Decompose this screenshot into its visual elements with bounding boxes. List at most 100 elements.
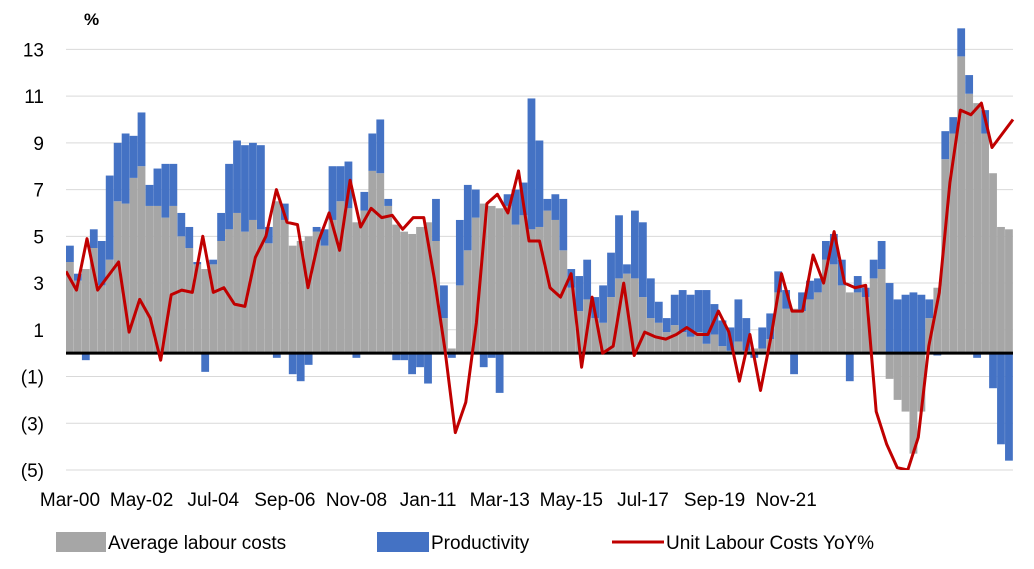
bar-productivity [853, 276, 862, 293]
bar-average-labour-costs [941, 159, 950, 354]
bar-average-labour-costs [758, 348, 767, 354]
bar-average-labour-costs [997, 226, 1005, 354]
y-tick-label: 11 [24, 87, 44, 108]
bar-productivity [288, 353, 297, 375]
bar-productivity [957, 28, 966, 57]
bar-productivity [893, 299, 902, 354]
bar-productivity [320, 229, 329, 246]
bar-productivity [185, 226, 194, 248]
bar-average-labour-costs [535, 226, 544, 354]
bar-productivity [424, 353, 432, 384]
bar-average-labour-costs [113, 201, 122, 354]
bar-productivity [694, 290, 703, 333]
bar-productivity [909, 292, 918, 354]
bar-average-labour-costs [710, 334, 719, 354]
bar-average-labour-costs [66, 262, 74, 354]
bar-productivity [973, 353, 982, 358]
bar-productivity [742, 318, 751, 351]
bar-average-labour-costs [631, 278, 639, 354]
bar-series [66, 28, 1013, 461]
bar-productivity [495, 353, 504, 393]
bar-average-labour-costs [352, 222, 361, 354]
bar-productivity [869, 259, 878, 279]
bar-productivity [392, 353, 401, 361]
legend: Average labour costs Productivity Unit L… [56, 532, 874, 554]
bar-productivity [766, 313, 775, 340]
bar-productivity [225, 163, 233, 230]
bar-productivity [153, 168, 162, 206]
bar-productivity [782, 290, 791, 309]
bar-average-labour-costs [774, 292, 783, 354]
bar-productivity [917, 294, 926, 354]
bar-average-labour-costs [105, 259, 114, 354]
bar-average-labour-costs [344, 208, 353, 354]
bar-productivity [145, 184, 154, 206]
bar-productivity [209, 259, 218, 265]
bar-average-labour-costs [81, 269, 90, 354]
legend-swatch-average-labour-costs [56, 532, 106, 552]
bar-productivity [440, 285, 448, 319]
bar-average-labour-costs [853, 292, 862, 354]
bar-productivity [121, 133, 130, 204]
bar-productivity [551, 194, 560, 220]
bar-productivity [901, 294, 910, 354]
bar-productivity [384, 198, 393, 206]
bar-productivity [368, 133, 377, 171]
bar-average-labour-costs [360, 210, 369, 354]
bar-average-labour-costs [845, 292, 854, 354]
bar-average-labour-costs [503, 205, 512, 354]
y-tick-label: (5) [21, 461, 44, 482]
bar-average-labour-costs [981, 133, 989, 354]
bar-productivity [479, 353, 488, 368]
bar-productivity [686, 294, 695, 337]
bar-average-labour-costs [463, 250, 472, 354]
bar-productivity [511, 189, 520, 225]
bar-average-labour-costs [790, 308, 798, 354]
bar-productivity [360, 191, 369, 211]
bar-average-labour-costs [129, 177, 138, 354]
bar-productivity [447, 353, 456, 358]
bar-productivity [654, 301, 663, 323]
bar-productivity [965, 75, 974, 94]
bar-productivity [113, 142, 122, 202]
bar-productivity [822, 240, 830, 260]
bar-productivity [997, 353, 1005, 445]
bar-average-labour-costs [893, 353, 902, 400]
bar-productivity [877, 240, 886, 270]
bar-average-labour-costs [161, 217, 170, 354]
legend-label-unit-labour-costs: Unit Labour Costs YoY% [666, 533, 874, 554]
bar-productivity [304, 353, 313, 365]
bar-productivity [129, 135, 138, 178]
bar-productivity [201, 353, 210, 372]
bar-productivity [941, 131, 950, 160]
bar-average-labour-costs [304, 236, 313, 354]
bar-productivity [718, 320, 727, 347]
x-tick-label: Sep-06 [254, 490, 315, 511]
bar-average-labour-costs [527, 229, 536, 354]
bar-productivity [678, 290, 687, 333]
bar-average-labour-costs [917, 353, 926, 412]
bar-productivity [543, 198, 552, 211]
x-tick-label: Sep-19 [684, 490, 745, 511]
bar-average-labour-costs [798, 311, 806, 354]
bar-average-labour-costs [73, 280, 82, 354]
bar-productivity [177, 212, 186, 237]
bar-productivity [169, 163, 178, 206]
bar-productivity [455, 219, 464, 286]
bar-productivity [925, 299, 934, 319]
bar-average-labour-costs [702, 343, 711, 354]
x-tick-label: Nov-21 [756, 490, 817, 511]
bar-productivity [631, 210, 639, 279]
bar-average-labour-costs [511, 224, 520, 354]
bar-productivity [416, 353, 424, 368]
bar-average-labour-costs [416, 226, 424, 354]
x-tick-label: May-02 [110, 490, 173, 511]
y-tick-label: (1) [21, 368, 44, 389]
bar-productivity [829, 233, 838, 265]
x-tick-label: Mar-00 [40, 490, 100, 511]
bar-average-labour-costs [225, 229, 233, 354]
x-tick-label: Mar-13 [470, 490, 530, 511]
x-tick-label: Nov-08 [326, 490, 387, 511]
bar-average-labour-costs [591, 318, 600, 354]
bar-average-labour-costs [145, 205, 154, 354]
